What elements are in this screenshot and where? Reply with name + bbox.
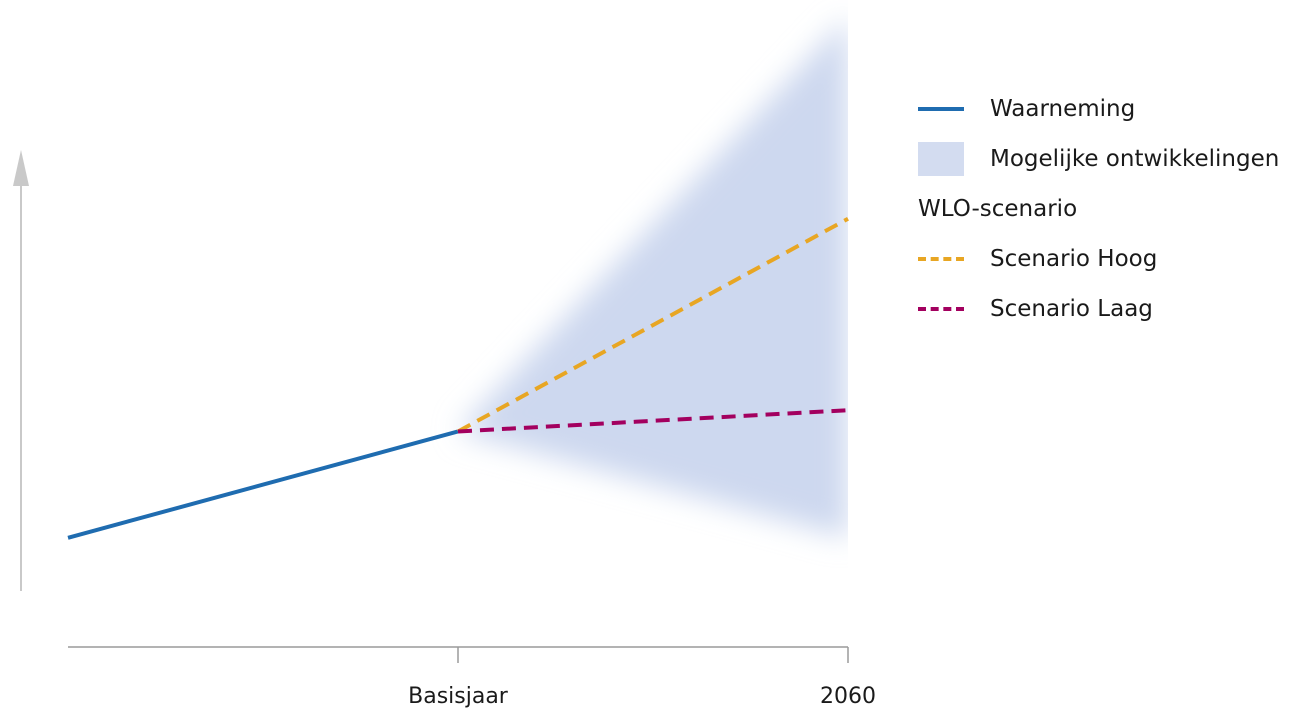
- series-line-scenario-hoog: [457, 216, 849, 434]
- legend-group-heading: WLO-scenario: [918, 196, 1078, 222]
- y-axis-arrow-icon: [13, 150, 29, 186]
- legend-swatch-band: [918, 142, 964, 176]
- legend-item-band: Mogelijke ontwikkelingen: [918, 142, 1279, 176]
- uncertainty-band: [458, 16, 848, 538]
- legend-label: Scenario Laag: [990, 296, 1153, 322]
- legend-swatch-laag: [918, 292, 964, 326]
- x-tick-label: Basisjaar: [408, 684, 509, 709]
- legend-swatch-hoog: [918, 242, 964, 276]
- x-tick-label: 2060: [820, 684, 876, 709]
- legend-item-laag: Scenario Laag: [918, 292, 1279, 326]
- series-line-waarneming: [67, 429, 459, 540]
- legend-label: Mogelijke ontwikkelingen: [990, 146, 1280, 172]
- legend-label: Scenario Hoog: [990, 246, 1158, 272]
- legend-swatch-waarneming: [918, 92, 964, 126]
- legend-label: Waarneming: [990, 96, 1136, 122]
- legend: Waarneming Mogelijke ontwikkelingen WLO-…: [918, 92, 1279, 342]
- legend-item-hoog: Scenario Hoog: [918, 242, 1279, 276]
- legend-item-waarneming: Waarneming: [918, 92, 1279, 126]
